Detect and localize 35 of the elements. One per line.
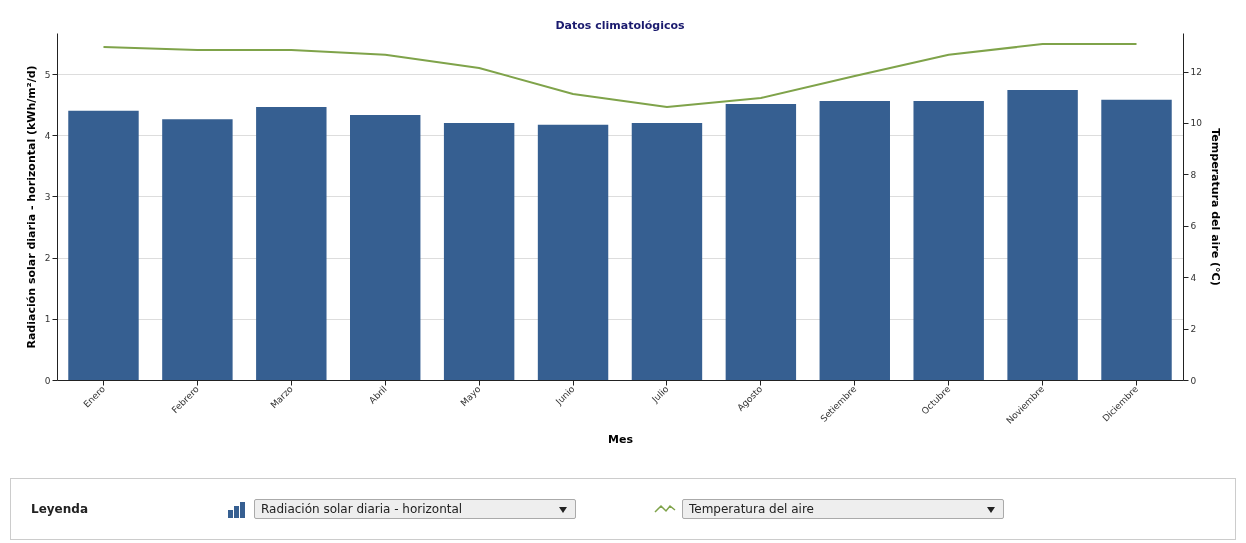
bar — [443, 122, 515, 380]
bar — [1101, 99, 1172, 380]
dropdown: Temperatura del aire — [682, 499, 1004, 519]
y2-tick-label: 4 — [1190, 272, 1197, 283]
y-tick-label: 1 — [44, 314, 51, 325]
legend-label: Temperatura del aire — [689, 502, 814, 516]
bar — [162, 119, 233, 380]
bar — [631, 122, 703, 380]
y-tick-label: 2 — [44, 253, 51, 264]
bar — [537, 124, 609, 380]
bar — [725, 103, 797, 380]
legend-label: Radiación solar diaria - horizontal — [261, 502, 463, 516]
y-tick-label: 3 — [44, 191, 51, 202]
y2-tick-label: 6 — [1190, 221, 1197, 232]
bar — [819, 100, 890, 380]
dropdown: Radiación solar diaria - horizontal — [254, 499, 576, 519]
bar — [68, 110, 139, 380]
y-tick-label: 5 — [44, 69, 51, 80]
x-axis-title: Mes — [608, 432, 634, 446]
y2-tick-label: 8 — [1190, 169, 1197, 180]
bar — [1007, 89, 1078, 380]
y2-axis-title: Temperatura del aire (°C) — [1208, 128, 1222, 286]
bar — [256, 107, 327, 380]
legend-title: Leyenda — [31, 502, 89, 516]
line-series — [102, 43, 1138, 109]
chart-title: Datos climatológicos — [555, 19, 685, 32]
y2-tick-label: 2 — [1190, 324, 1197, 335]
y-tick-label: 0 — [44, 375, 51, 386]
y2-tick-label: 0 — [1190, 375, 1197, 386]
bar — [913, 100, 984, 380]
y2-tick-label: 12 — [1190, 67, 1202, 78]
y-axis-title: Radiación solar diaria - horizontal (kWh/m²/d) — [24, 65, 38, 349]
y2-tick-label: 10 — [1190, 118, 1203, 129]
y-tick-label: 4 — [44, 130, 51, 141]
bar — [350, 115, 421, 380]
